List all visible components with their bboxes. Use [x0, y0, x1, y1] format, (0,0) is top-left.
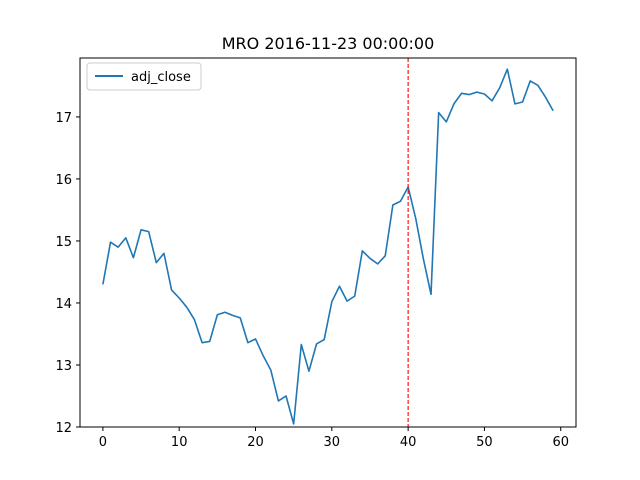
y-tick-label: 15: [55, 235, 72, 250]
x-tick-label: 40: [400, 435, 417, 450]
series-line-adj_close: [102, 68, 554, 425]
plot-area: [102, 58, 554, 427]
y-tick-label: 13: [55, 359, 72, 374]
legend-box: [86, 62, 202, 91]
x-tick-label: 50: [476, 435, 493, 450]
y-tick-label: 12: [55, 421, 72, 436]
x-tick-label: 0: [99, 435, 107, 450]
y-tick-label: 14: [55, 297, 72, 312]
legend-label: adj_close: [131, 70, 191, 85]
x-tick-label: 60: [552, 435, 569, 450]
axes-frame: [79, 57, 577, 428]
x-tick-label: 20: [247, 435, 264, 450]
y-tick-label: 17: [55, 111, 72, 126]
x-tick-label: 10: [171, 435, 188, 450]
y-tick-label: 16: [55, 173, 72, 188]
chart-title: MRO 2016-11-23 00:00:00: [222, 34, 435, 53]
legend: adj_close: [86, 62, 202, 91]
axes: 0 10 20 30 40 50 60 12 13 14 15 16 17: [55, 57, 577, 450]
x-tick-label: 30: [324, 435, 341, 450]
